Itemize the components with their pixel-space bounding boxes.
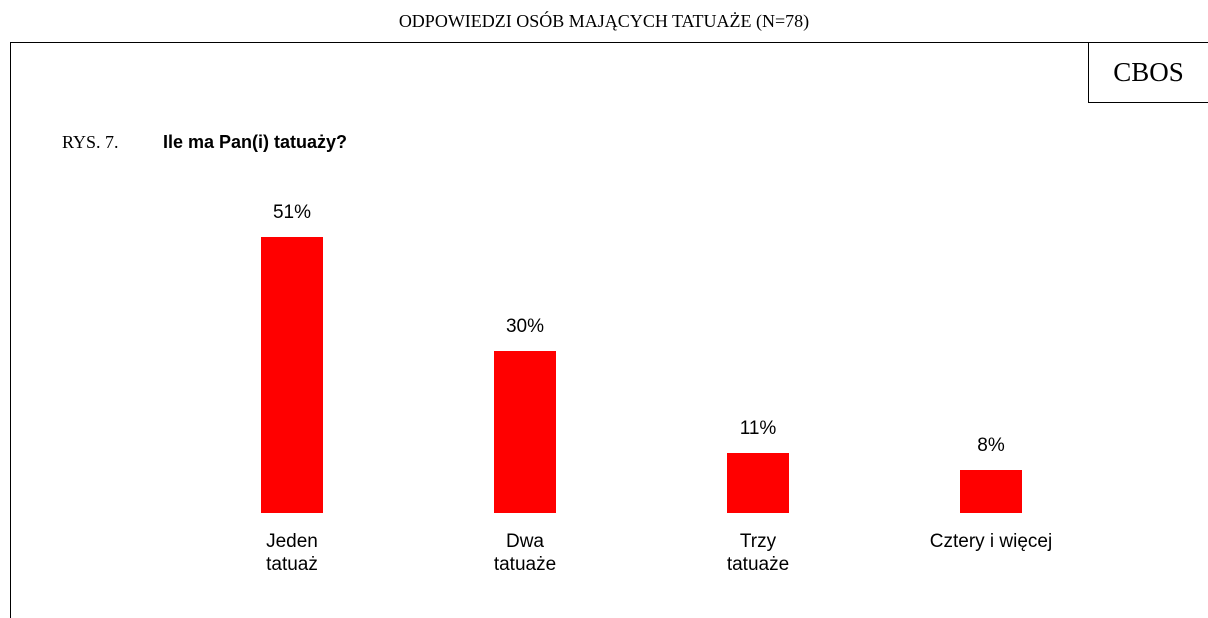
data-label: 8% [977, 434, 1005, 456]
data-label: 51% [272, 202, 312, 224]
x-tick-label: Jeden tatuaż [266, 531, 318, 575]
frame-top [10, 42, 1208, 43]
frame-left [10, 42, 11, 618]
x-tick-label: Dwa tatuaże [493, 531, 557, 575]
data-label: 30% [505, 315, 545, 337]
x-tick-label: Trzy tatuaże [726, 531, 790, 575]
subtitle: Ile ma Pan(i) tatuaży? [163, 132, 348, 152]
chart-title: ODPOWIEDZI OSÓB MAJĄCYCH TATUAŻE (N=78) [398, 11, 810, 31]
figure-label: RYS. 7. [62, 132, 119, 152]
source-box: CBOS [1088, 42, 1208, 103]
x-tick-label: Cztery i więcej [929, 531, 1053, 552]
bar [494, 350, 556, 513]
data-label: 11% [739, 418, 777, 440]
bar [261, 237, 323, 513]
bar [727, 453, 789, 513]
bar [960, 469, 1022, 513]
